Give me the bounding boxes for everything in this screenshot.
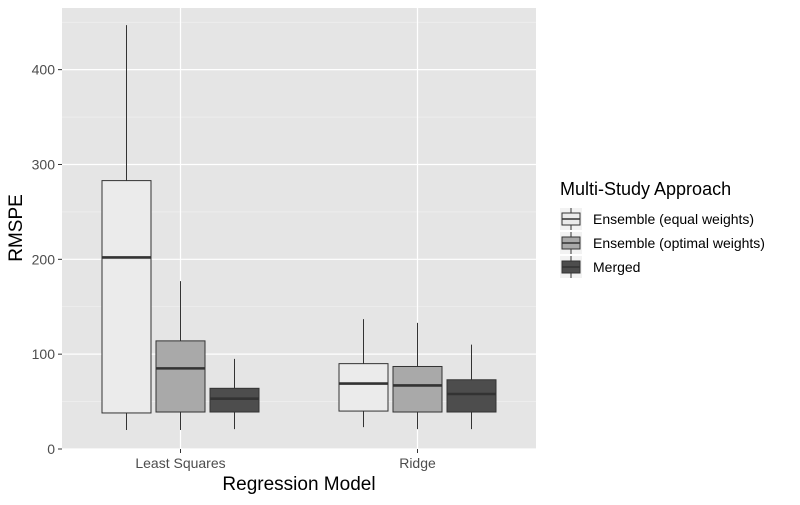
box-0-1 <box>155 281 206 431</box>
box-0-0 <box>101 25 152 431</box>
y-tick-label: 300 <box>32 156 56 172</box>
y-tick-label: 200 <box>32 251 56 267</box>
box-layer <box>101 25 497 431</box>
y-axis-title: RMSPE <box>6 194 27 262</box>
x-tick-label: Ridge <box>399 455 436 471</box>
box-body <box>446 379 497 413</box>
legend: Multi-Study Approach Ensemble (equal wei… <box>560 179 765 278</box>
legend-label: Ensemble (equal weights) <box>593 211 754 227</box>
box-body <box>338 363 389 412</box>
box-body <box>209 387 260 413</box>
legend-label: Ensemble (optimal weights) <box>593 235 765 251</box>
box-body <box>101 180 152 414</box>
y-tick-label: 0 <box>47 441 55 457</box>
axes: 0 100 200 300 400 Least Squares Ridge <box>32 62 436 471</box>
legend-item: Ensemble (equal weights) <box>560 208 754 230</box>
box-body <box>392 365 443 413</box>
legend-item: Merged <box>560 256 640 278</box>
box-body <box>155 340 206 413</box>
box-1-1 <box>392 322 443 430</box>
legend-label: Merged <box>593 259 640 275</box>
legend-item: Ensemble (optimal weights) <box>560 232 765 254</box>
box-1-2 <box>446 344 497 430</box>
box-1-0 <box>338 319 389 428</box>
x-axis-title: Regression Model <box>222 474 375 495</box>
box-0-2 <box>209 358 260 430</box>
x-tick-label: Least Squares <box>135 455 225 471</box>
y-tick-label: 100 <box>32 346 56 362</box>
legend-title: Multi-Study Approach <box>560 179 731 199</box>
y-tick-label: 400 <box>32 62 56 78</box>
